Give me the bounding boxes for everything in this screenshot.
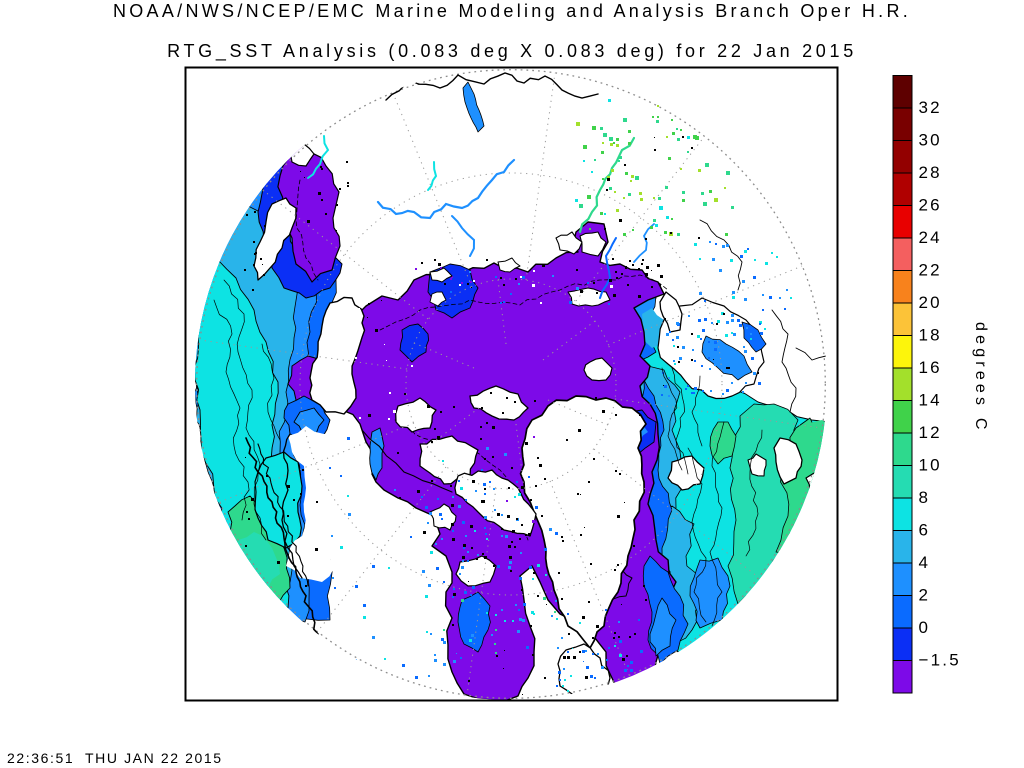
svg-text:22: 22 xyxy=(919,261,942,280)
svg-text:10: 10 xyxy=(919,456,942,475)
svg-text:0: 0 xyxy=(919,618,931,637)
svg-text:−1.5: −1.5 xyxy=(919,651,961,670)
svg-text:18: 18 xyxy=(919,326,942,345)
svg-text:32: 32 xyxy=(919,98,942,117)
svg-text:12: 12 xyxy=(919,423,942,442)
svg-text:28: 28 xyxy=(919,163,942,182)
svg-text:24: 24 xyxy=(919,228,942,247)
svg-text:26: 26 xyxy=(919,196,942,215)
svg-text:8: 8 xyxy=(919,488,931,507)
svg-text:30: 30 xyxy=(919,131,942,150)
svg-text:6: 6 xyxy=(919,521,931,540)
svg-text:20: 20 xyxy=(919,293,942,312)
svg-text:16: 16 xyxy=(919,358,942,377)
svg-text:14: 14 xyxy=(919,391,942,410)
svg-text:4: 4 xyxy=(919,553,931,572)
svg-text:2: 2 xyxy=(919,586,931,605)
